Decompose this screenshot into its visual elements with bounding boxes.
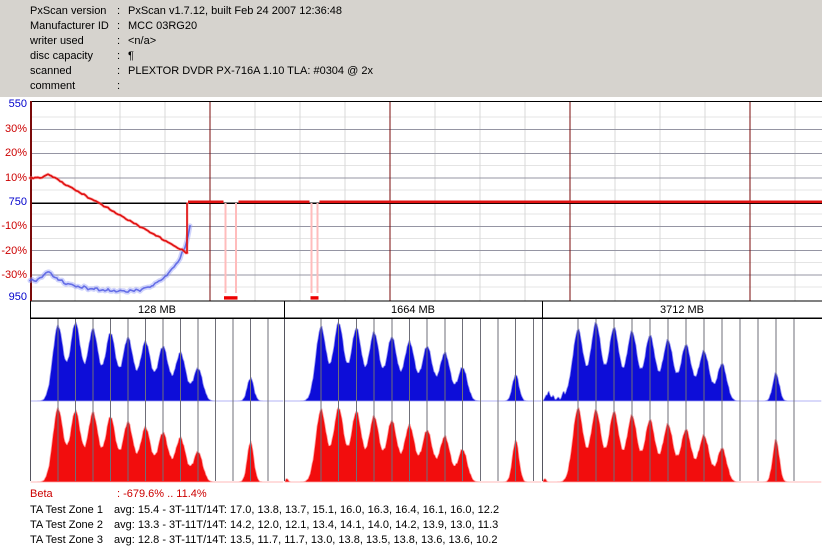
ta-zone-stats-row: TA Test Zone 1 avg: 15.4 - 3T-11T/14T: 17… bbox=[0, 504, 822, 517]
y-axis-label: 750 bbox=[8, 196, 27, 208]
header-row-value: <n/a> bbox=[128, 35, 157, 47]
header-panel: PxScan version: PxScan v1.7.12, built Feb… bbox=[0, 0, 822, 97]
header-row: comment: bbox=[0, 80, 822, 94]
y-axis-label: 30% bbox=[4, 123, 27, 135]
y-axis-label: -30% bbox=[1, 269, 27, 281]
header-row-value: MCC 03RG20 bbox=[128, 20, 198, 32]
header-row-label: scanned bbox=[30, 65, 72, 77]
y-axis-label: -20% bbox=[1, 245, 27, 257]
y-axis-label: 950 bbox=[8, 291, 27, 303]
beta-row: Beta : -679.6% .. 11.4% bbox=[0, 488, 822, 501]
ta-zone-stats-value: avg: 12.8 - 3T-11T/14T: 13.5, 11.7, 11.7… bbox=[114, 534, 498, 547]
trace-lines bbox=[27, 172, 822, 295]
header-row: PxScan version: PxScan v1.7.12, built Feb… bbox=[0, 5, 822, 19]
ta-zone-label: 1664 MB bbox=[390, 304, 436, 316]
header-row: scanned: PLEXTOR DVDR PX-716A 1.10 TLA: #… bbox=[0, 65, 822, 79]
ta-histograms bbox=[30, 321, 822, 483]
beta-value: : -679.6% .. 11.4% bbox=[117, 488, 207, 500]
top-chart-grid bbox=[30, 100, 822, 302]
header-row-value: ¶ bbox=[128, 50, 134, 62]
header-row: Manufacturer ID: MCC 03RG20 bbox=[0, 20, 822, 34]
y-axis-label: 10% bbox=[4, 172, 27, 184]
ta-histogram-grid bbox=[30, 318, 795, 481]
ta-zone-stats-value: avg: 15.4 - 3T-11T/14T: 17.0, 13.8, 13.7… bbox=[114, 503, 500, 516]
beta-label: Beta bbox=[30, 488, 53, 500]
header-row: disc capacity: ¶ bbox=[0, 50, 822, 64]
ta-zone-stats-row: TA Test Zone 2 avg: 13.3 - 3T-11T/14T: 14… bbox=[0, 519, 822, 532]
header-row-separator: : bbox=[117, 65, 121, 77]
header-row-label: writer used bbox=[30, 35, 84, 47]
header-row-separator: : bbox=[117, 20, 121, 32]
header-row-separator: : bbox=[117, 35, 121, 47]
ta-zone-stats-label: TA Test Zone 1 bbox=[30, 503, 103, 516]
zone-label-bar bbox=[29, 301, 822, 319]
ta-zone-stats-row: TA Test Zone 3 avg: 12.8 - 3T-11T/14T: 13… bbox=[0, 534, 822, 547]
ta-zone-stats-label: TA Test Zone 2 bbox=[30, 518, 103, 531]
header-row-label: comment bbox=[30, 80, 76, 92]
header-row-separator: : bbox=[117, 50, 121, 62]
ta-zone-label: 3712 MB bbox=[659, 304, 705, 316]
header-row-label: Manufacturer ID bbox=[30, 20, 109, 32]
header-row: writer used: <n/a> bbox=[0, 35, 822, 49]
header-row-value: PLEXTOR DVDR PX-716A 1.10 TLA: #0304 @ 2… bbox=[128, 65, 373, 77]
y-axis-label: 20% bbox=[4, 147, 27, 159]
header-row-separator: : bbox=[117, 80, 121, 92]
header-row-label: disc capacity bbox=[30, 50, 93, 62]
y-axis-label: 550 bbox=[8, 98, 27, 110]
y-axis-label: -10% bbox=[1, 220, 27, 232]
ta-zone-label: 128 MB bbox=[138, 304, 176, 316]
header-row-value: PxScan v1.7.12, built Feb 24 2007 12:36:… bbox=[128, 5, 343, 17]
ta-zone-stats-label: TA Test Zone 3 bbox=[30, 534, 103, 547]
header-row-label: PxScan version bbox=[30, 5, 107, 17]
ta-zone-stats-value: avg: 13.3 - 3T-11T/14T: 14.2, 12.0, 12.1… bbox=[114, 518, 499, 531]
header-row-separator: : bbox=[117, 5, 121, 17]
